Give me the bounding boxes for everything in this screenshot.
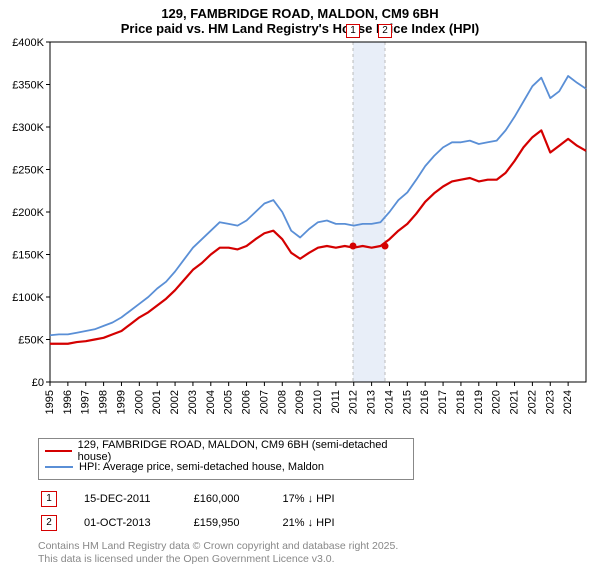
svg-text:2003: 2003 [187, 390, 199, 414]
svg-text:£350K: £350K [12, 80, 44, 92]
chart-title-line1: 129, FAMBRIDGE ROAD, MALDON, CM9 6BH [0, 6, 600, 21]
svg-text:2009: 2009 [294, 390, 306, 414]
svg-text:£300K: £300K [12, 122, 44, 134]
legend-label-property: 129, FAMBRIDGE ROAD, MALDON, CM9 6BH (se… [78, 439, 407, 463]
svg-text:2022: 2022 [526, 390, 538, 414]
transaction-price: £159,950 [193, 512, 280, 534]
svg-text:2020: 2020 [491, 390, 503, 414]
chart-svg: £0 £50K £100K £150K £200K £250K £300K £350K £400… [0, 36, 600, 436]
legend-swatch-hpi [45, 466, 73, 468]
svg-text:£50K: £50K [18, 335, 44, 347]
svg-text:£100K: £100K [12, 292, 44, 304]
svg-text:2002: 2002 [169, 390, 181, 414]
chart-plot: £0 £50K £100K £150K £200K £250K £300K £350K £400… [0, 36, 600, 436]
svg-text:1996: 1996 [62, 390, 74, 414]
transaction-date: 01-OCT-2013 [60, 512, 191, 534]
transaction-badge: 1 [41, 491, 57, 507]
svg-text:2015: 2015 [401, 390, 413, 414]
svg-text:2013: 2013 [366, 390, 378, 414]
svg-text:2024: 2024 [562, 390, 574, 414]
svg-text:2021: 2021 [509, 390, 521, 414]
legend-swatch-property [45, 450, 72, 452]
svg-text:2023: 2023 [544, 390, 556, 414]
transaction-marker: 2 [378, 24, 392, 38]
svg-text:2004: 2004 [205, 390, 217, 414]
transactions-table: 1 15-DEC-2011 £160,000 17% ↓ HPI 2 01-OC… [38, 486, 338, 536]
svg-text:2016: 2016 [419, 390, 431, 414]
legend-item-property: 129, FAMBRIDGE ROAD, MALDON, CM9 6BH (se… [45, 443, 407, 459]
svg-text:2014: 2014 [383, 390, 395, 414]
legend: 129, FAMBRIDGE ROAD, MALDON, CM9 6BH (se… [38, 438, 414, 480]
transaction-pct: 21% ↓ HPI [282, 512, 336, 534]
svg-text:1998: 1998 [98, 390, 110, 414]
svg-text:£150K: £150K [12, 250, 44, 262]
svg-text:2019: 2019 [473, 390, 485, 414]
svg-text:1999: 1999 [115, 390, 127, 414]
attribution-line1: Contains HM Land Registry data © Crown c… [38, 540, 600, 553]
svg-text:2005: 2005 [223, 390, 235, 414]
svg-text:2017: 2017 [437, 390, 449, 414]
transaction-date: 15-DEC-2011 [60, 488, 191, 510]
svg-text:£200K: £200K [12, 207, 44, 219]
svg-text:£250K: £250K [12, 165, 44, 177]
legend-label-hpi: HPI: Average price, semi-detached house,… [79, 461, 324, 473]
svg-text:1997: 1997 [80, 390, 92, 414]
svg-text:2012: 2012 [348, 390, 360, 414]
svg-text:£400K: £400K [12, 37, 44, 49]
svg-text:2010: 2010 [312, 390, 324, 414]
svg-text:2011: 2011 [330, 390, 342, 414]
svg-text:2018: 2018 [455, 390, 467, 414]
transaction-price: £160,000 [193, 488, 280, 510]
transaction-row: 1 15-DEC-2011 £160,000 17% ↓ HPI [40, 488, 336, 510]
transaction-marker: 1 [346, 24, 360, 38]
attribution: Contains HM Land Registry data © Crown c… [38, 540, 600, 566]
transaction-pct: 17% ↓ HPI [282, 488, 336, 510]
svg-text:2008: 2008 [276, 390, 288, 414]
svg-text:1995: 1995 [44, 390, 56, 414]
transaction-row: 2 01-OCT-2013 £159,950 21% ↓ HPI [40, 512, 336, 534]
transaction-badge: 2 [41, 515, 57, 531]
chart-title-block: 129, FAMBRIDGE ROAD, MALDON, CM9 6BH Pri… [0, 0, 600, 36]
svg-text:2007: 2007 [258, 390, 270, 414]
svg-text:2001: 2001 [151, 390, 163, 414]
svg-text:2000: 2000 [133, 390, 145, 414]
svg-text:£0: £0 [32, 377, 44, 389]
chart-title-line2: Price paid vs. HM Land Registry's House … [0, 21, 600, 36]
svg-text:2006: 2006 [241, 390, 253, 414]
